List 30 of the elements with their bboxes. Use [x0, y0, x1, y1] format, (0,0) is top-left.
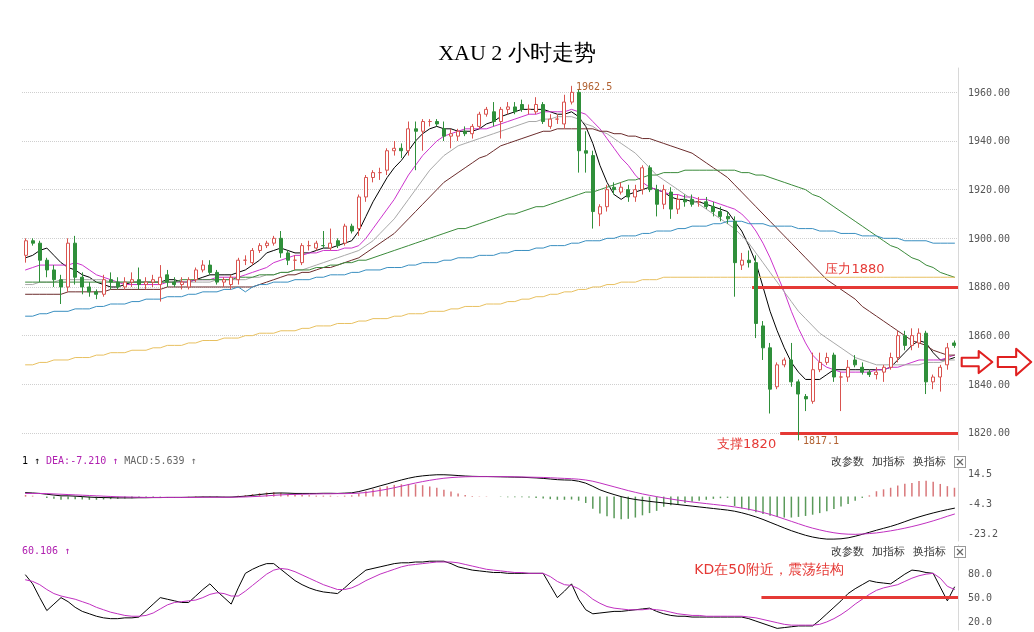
y-tick-label: 1920.00	[968, 184, 1011, 196]
ref-line-label: 压力1880	[825, 260, 885, 276]
annotation: 改参数	[831, 454, 864, 469]
annotation: 60.106 ↑	[22, 545, 71, 556]
annotation: 改参数	[831, 544, 864, 559]
annotation: DEA:-7.210 ↑	[46, 455, 119, 466]
y-tick-label: 1880.00	[968, 281, 1011, 293]
y-tick-label: 1960.00	[968, 86, 1011, 98]
y-tick-label: 50.0	[968, 592, 993, 604]
annotation: 1817.1	[802, 434, 840, 446]
annotation: 加指标	[872, 544, 905, 559]
y-tick-label: 20.0	[968, 616, 993, 628]
y-tick-label: 1820.00	[968, 427, 1011, 439]
y-tick-label: 1840.00	[968, 378, 1011, 390]
y-tick-label: 80.0	[968, 567, 993, 579]
y-tick-label: 1900.00	[968, 232, 1011, 244]
annotation: KD在50附近，震荡结构	[694, 560, 845, 577]
y-tick-label: 14.5	[968, 468, 993, 480]
chart-title: XAU 2 小时走势	[438, 39, 596, 65]
annotation: MACD:5.639 ↑	[124, 455, 197, 466]
annotation: 换指标	[913, 544, 946, 559]
annotation: 1 ↑	[22, 455, 41, 466]
ref-line-label: 支撑1820	[717, 436, 777, 452]
y-tick-label: 1860.00	[968, 330, 1011, 342]
y-tick-label: 1940.00	[968, 135, 1011, 147]
annotation: 换指标	[913, 454, 946, 469]
y-tick-label: -4.3	[968, 497, 993, 509]
annotation: 加指标	[872, 454, 905, 469]
y-tick-label: -23.2	[968, 527, 999, 539]
annotation: 1962.5	[576, 80, 613, 92]
